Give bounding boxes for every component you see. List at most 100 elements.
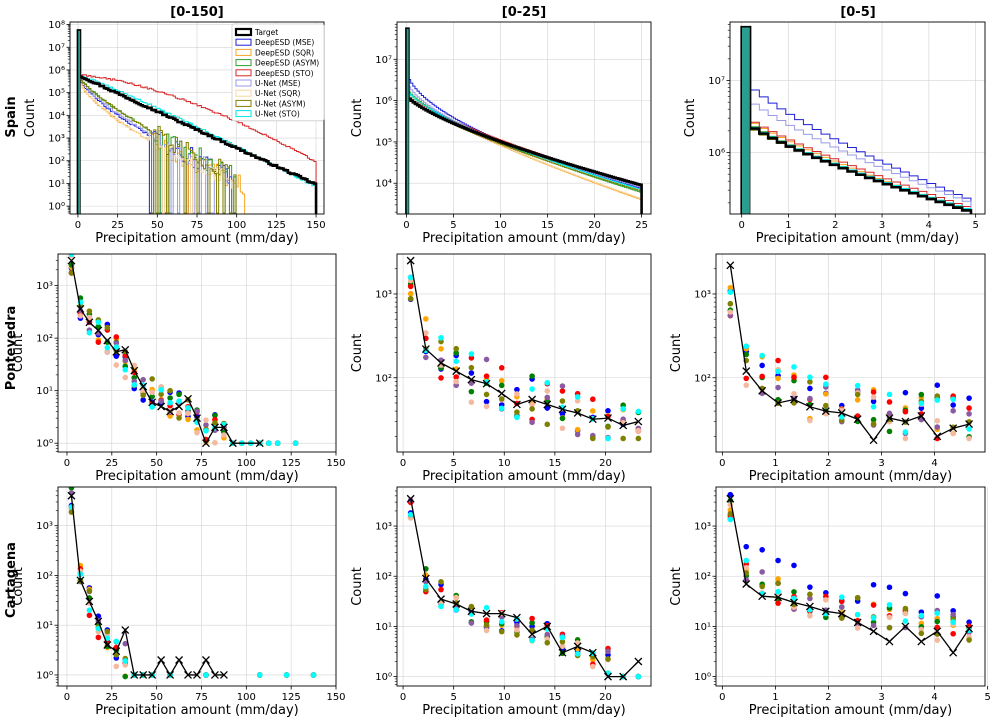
scatter-point <box>605 408 611 414</box>
hist-series-2 <box>741 26 972 214</box>
target-marker <box>901 417 910 426</box>
hist-series-4 <box>77 29 317 214</box>
target-marker <box>67 256 76 265</box>
target-marker <box>112 347 121 356</box>
scatter-point <box>468 364 475 371</box>
x-tick-label: 4 <box>926 220 932 231</box>
target-marker <box>512 613 521 622</box>
target-marker <box>543 622 552 631</box>
target-marker <box>202 439 210 448</box>
scatter-point <box>292 440 299 447</box>
scatter-point <box>514 627 520 634</box>
y-tick-label: 10² <box>48 156 65 167</box>
target-marker <box>619 421 628 430</box>
scatter-point <box>514 386 520 393</box>
row-label-text: Pontevedra <box>4 306 19 391</box>
column-title-0: [0-150] <box>170 5 223 20</box>
scatter-point <box>886 399 893 405</box>
scatter-point <box>918 626 925 633</box>
target-marker <box>933 627 942 636</box>
axes-frame <box>396 21 652 215</box>
x-tick-label: 0 <box>64 458 70 469</box>
y-tick-label: 10⁰ <box>36 670 53 681</box>
spike-bar <box>77 30 81 214</box>
scatter-point <box>559 634 566 641</box>
x-tick-label: 3 <box>878 458 884 469</box>
scatter-point <box>544 388 551 394</box>
legend-swatch <box>235 38 252 46</box>
scatter-point <box>574 650 581 657</box>
scatter-point <box>759 373 765 380</box>
x-tick-label: 20 <box>599 458 612 469</box>
x-tick-label: 15 <box>541 220 554 231</box>
scatter-point <box>791 364 797 370</box>
scatter-point <box>743 375 750 382</box>
scatter-point <box>529 386 535 392</box>
y-tick-label: 10⁴ <box>375 179 392 190</box>
x-tick-label: 0 <box>739 220 745 231</box>
target-marker <box>917 412 926 420</box>
x-axis-label: Precipitation amount (mm/day) <box>749 703 952 718</box>
scatter-point <box>407 295 414 302</box>
row-label-spain: Spain <box>4 96 19 137</box>
y-axis-label: Count <box>350 99 365 138</box>
scatter-point <box>934 424 941 430</box>
target-marker <box>452 367 461 376</box>
scatter-point <box>886 624 893 631</box>
legend-swatch <box>235 48 252 56</box>
scatter-point <box>514 391 520 397</box>
target-marker <box>619 672 628 681</box>
target-marker <box>452 600 461 608</box>
target-marker <box>103 336 112 345</box>
legend-swatch <box>235 89 252 97</box>
target-marker <box>406 494 415 503</box>
scatter-point <box>775 368 781 375</box>
x-tick-label: 3 <box>879 220 885 231</box>
target-marker <box>193 414 201 423</box>
scatter-point <box>86 588 93 594</box>
target-line <box>70 260 260 445</box>
x-tick-label: 5 <box>984 692 990 703</box>
x-tick-label: 75 <box>191 220 204 231</box>
target-marker <box>121 626 130 634</box>
scatter-point <box>950 430 956 437</box>
scatter-point <box>185 416 191 423</box>
scatter-point <box>966 637 972 643</box>
legend-swatch <box>235 59 252 67</box>
scatter-point <box>483 622 490 628</box>
scatter-point <box>483 627 490 634</box>
y-tick-label: 10⁰ <box>694 672 711 683</box>
y-tick-label: 10⁷ <box>48 43 65 54</box>
scatter-point <box>95 634 102 641</box>
legend-entry-7: U-Net (ASYM) <box>235 99 306 108</box>
y-axis-label: Count <box>350 567 365 606</box>
target-line <box>729 265 970 442</box>
y-axis-label: Count <box>350 334 365 373</box>
scatter-point <box>727 511 734 517</box>
target-marker <box>76 576 85 585</box>
target-marker <box>202 656 210 664</box>
target-marker <box>467 607 476 616</box>
hist-series-0 <box>405 27 643 214</box>
scatter-point <box>559 411 566 417</box>
target-marker <box>157 656 166 664</box>
target-marker <box>121 345 130 354</box>
scatter-point <box>158 391 164 398</box>
scatter-point <box>140 376 146 383</box>
scatter-point <box>574 431 581 438</box>
scatter-point <box>775 384 781 391</box>
scatter-point <box>950 396 956 403</box>
scatter-point <box>807 612 813 619</box>
target-marker <box>166 671 175 679</box>
x-axis-label: Precipitation amount (mm/day) <box>749 469 952 484</box>
scatter-point <box>86 330 93 336</box>
scatter-point <box>559 415 566 422</box>
target-line <box>410 498 639 678</box>
target-marker <box>421 574 430 583</box>
target-marker <box>588 415 597 424</box>
scatter-point <box>483 373 490 379</box>
scatter-point <box>86 308 93 314</box>
scatter-point <box>823 374 829 381</box>
scatter-point <box>574 398 581 404</box>
